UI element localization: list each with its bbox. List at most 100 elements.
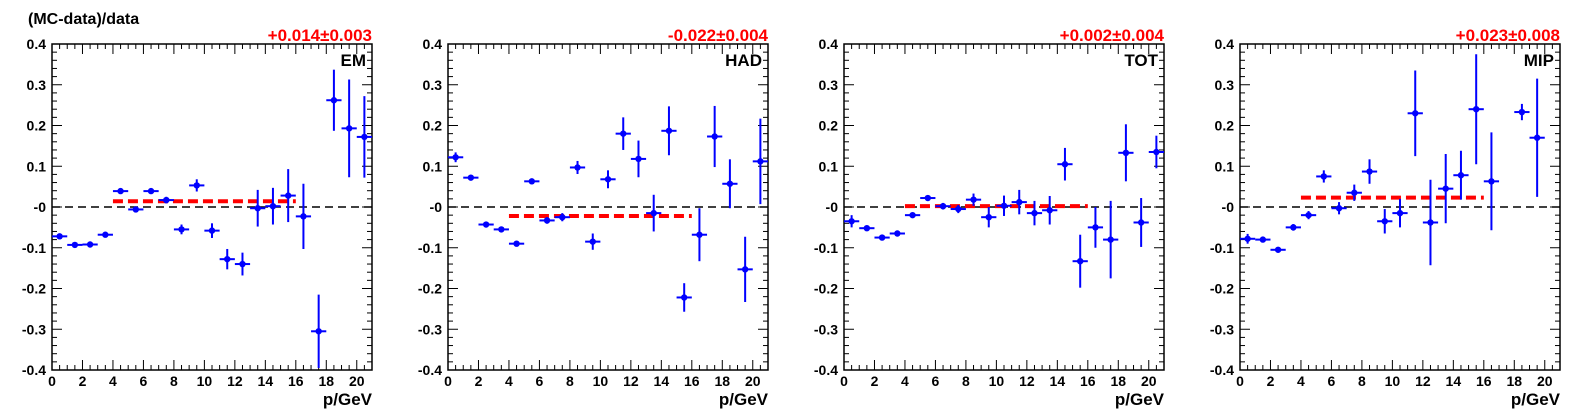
data-point [361, 133, 368, 141]
y-tick-label: -0.3 [22, 321, 46, 337]
data-point [711, 133, 718, 140]
data-point [117, 187, 124, 195]
data-point [589, 238, 596, 245]
data-point [1153, 148, 1160, 156]
data-point [680, 294, 688, 301]
x-tick-label: 8 [566, 373, 574, 389]
y-tick-label: -0.1 [1210, 240, 1234, 256]
y-tick-label: -0.4 [814, 362, 838, 378]
data-point [56, 233, 63, 240]
y-tick-label: -0.4 [418, 362, 442, 378]
data-point [559, 213, 566, 221]
data-point [315, 328, 322, 335]
data-point [1061, 161, 1069, 168]
fit-result-label: -0.022±0.004 [668, 26, 769, 45]
data-point [1016, 198, 1023, 206]
x-tick-label: 12 [227, 373, 243, 389]
data-point [1259, 236, 1267, 243]
x-axis-title: p/GeV [1511, 390, 1561, 409]
data-point [635, 155, 642, 163]
fit-result-label: +0.002±0.004 [1060, 26, 1165, 45]
x-tick-label: 14 [1446, 373, 1462, 389]
x-tick-label: 10 [593, 373, 609, 389]
data-point [284, 192, 292, 199]
data-point [848, 218, 855, 225]
y-tick-label: 0.1 [819, 158, 839, 174]
data-point [757, 158, 764, 165]
panel-label: HAD [725, 51, 762, 70]
data-point [498, 226, 505, 233]
data-point [726, 180, 734, 187]
x-tick-label: 2 [1267, 373, 1275, 389]
x-tick-label: 14 [1050, 373, 1066, 389]
data-point [528, 178, 536, 185]
x-tick-label: 20 [349, 373, 365, 389]
x-tick-label: 6 [1328, 373, 1336, 389]
y-tick-label: -0.1 [418, 240, 442, 256]
x-tick-label: 18 [1110, 373, 1126, 389]
x-tick-label: 8 [170, 373, 178, 389]
data-point [741, 266, 749, 273]
data-point [1533, 134, 1541, 141]
data-point [909, 211, 916, 219]
data-point [147, 187, 155, 195]
data-point [1472, 106, 1480, 113]
data-point [1335, 205, 1343, 212]
data-point [254, 205, 261, 212]
data-point [665, 127, 673, 134]
x-tick-label: 16 [1476, 373, 1492, 389]
data-point [163, 196, 170, 204]
y-tick-label: 0.3 [819, 77, 839, 93]
x-tick-label: 8 [1358, 373, 1366, 389]
x-tick-label: 8 [962, 373, 970, 389]
data-point [939, 202, 947, 210]
data-point [985, 213, 992, 221]
data-point [86, 241, 94, 248]
x-tick-label: 6 [140, 373, 148, 389]
data-point [650, 209, 657, 217]
data-point [1092, 224, 1099, 231]
y-tick-label: -0.3 [814, 321, 838, 337]
panel-label: MIP [1524, 51, 1554, 70]
data-point [239, 260, 246, 268]
data-point [620, 130, 627, 137]
data-point [1031, 209, 1038, 217]
data-point [482, 221, 490, 228]
x-tick-label: 14 [654, 373, 670, 389]
data-point [604, 176, 612, 183]
data-point [300, 213, 307, 220]
fit-result-label: +0.014±0.003 [268, 26, 372, 45]
y-tick-label: 0.2 [423, 118, 443, 134]
x-tick-label: 18 [318, 373, 334, 389]
data-point [696, 231, 703, 238]
data-point [1290, 224, 1297, 231]
x-tick-label: 20 [1537, 373, 1553, 389]
y-tick-label: -0 [826, 199, 839, 215]
data-point [543, 217, 551, 224]
data-point [1046, 207, 1053, 214]
panel-tot: 0.4 0.3 0.2 0.1 -0 -0.1 -0.2 -0.3 -0.40 2 4 6 8 10 12 1… [814, 26, 1165, 409]
x-tick-label: 20 [745, 373, 761, 389]
data-point [1122, 149, 1130, 157]
x-tick-label: 16 [1080, 373, 1096, 389]
data-point [1000, 202, 1008, 209]
y-tick-label: 0.2 [1215, 118, 1235, 134]
x-tick-label: 6 [536, 373, 544, 389]
y-tick-label: -0 [34, 199, 47, 215]
data-point [1137, 219, 1145, 226]
data-point [330, 97, 338, 104]
x-axis-title: p/GeV [323, 390, 373, 409]
y-tick-label: 0.3 [1215, 77, 1235, 93]
data-point [513, 240, 520, 247]
data-point [1427, 219, 1434, 226]
y-tick-label: -0.1 [814, 240, 838, 256]
x-tick-label: 12 [1415, 373, 1431, 389]
x-tick-label: 0 [444, 373, 452, 389]
data-point [574, 164, 581, 171]
data-point [178, 226, 185, 233]
data-point [1442, 185, 1449, 192]
data-point [467, 174, 475, 181]
data-point [1381, 218, 1388, 225]
y-tick-label: 0.3 [27, 77, 47, 93]
